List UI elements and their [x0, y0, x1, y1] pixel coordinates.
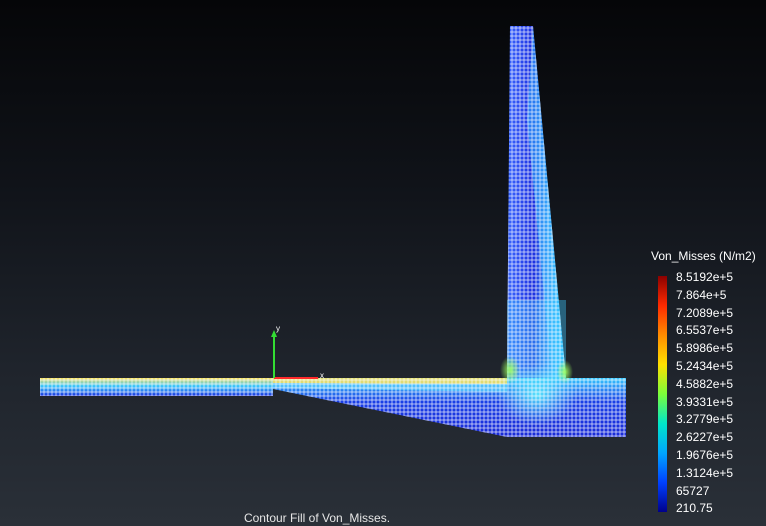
legend-label: 65727	[676, 483, 710, 498]
legend-label: 7.2089e+5	[676, 305, 734, 320]
heel-slab	[40, 378, 273, 396]
legend-label: 6.5537e+5	[676, 323, 734, 338]
legend-title: Von_Misses (N/m2)	[651, 249, 756, 263]
x-axis-label: x	[320, 371, 324, 380]
legend-label: 2.6227e+5	[676, 430, 734, 445]
base-footing	[273, 356, 626, 437]
coordinate-axes: x y	[271, 324, 324, 380]
legend-label: 5.8986e+5	[676, 341, 734, 356]
contour-caption: Contour Fill of Von_Misses.	[243, 511, 391, 525]
legend-label: 8.5192e+5	[676, 270, 734, 284]
legend-label: 4.5882e+5	[676, 376, 734, 391]
wall-stem	[507, 26, 566, 378]
legend-label: 210.75	[676, 501, 713, 516]
legend-colorbar	[658, 276, 667, 512]
legend-label: 3.2779e+5	[676, 412, 734, 427]
legend-label: 5.2434e+5	[676, 359, 734, 373]
legend-label: 7.864e+5	[676, 287, 727, 302]
legend-label: 1.9676e+5	[676, 448, 734, 462]
legend-label: 1.3124e+5	[676, 465, 734, 480]
y-axis-label: y	[276, 324, 280, 333]
legend-label: 3.9331e+5	[676, 394, 734, 409]
